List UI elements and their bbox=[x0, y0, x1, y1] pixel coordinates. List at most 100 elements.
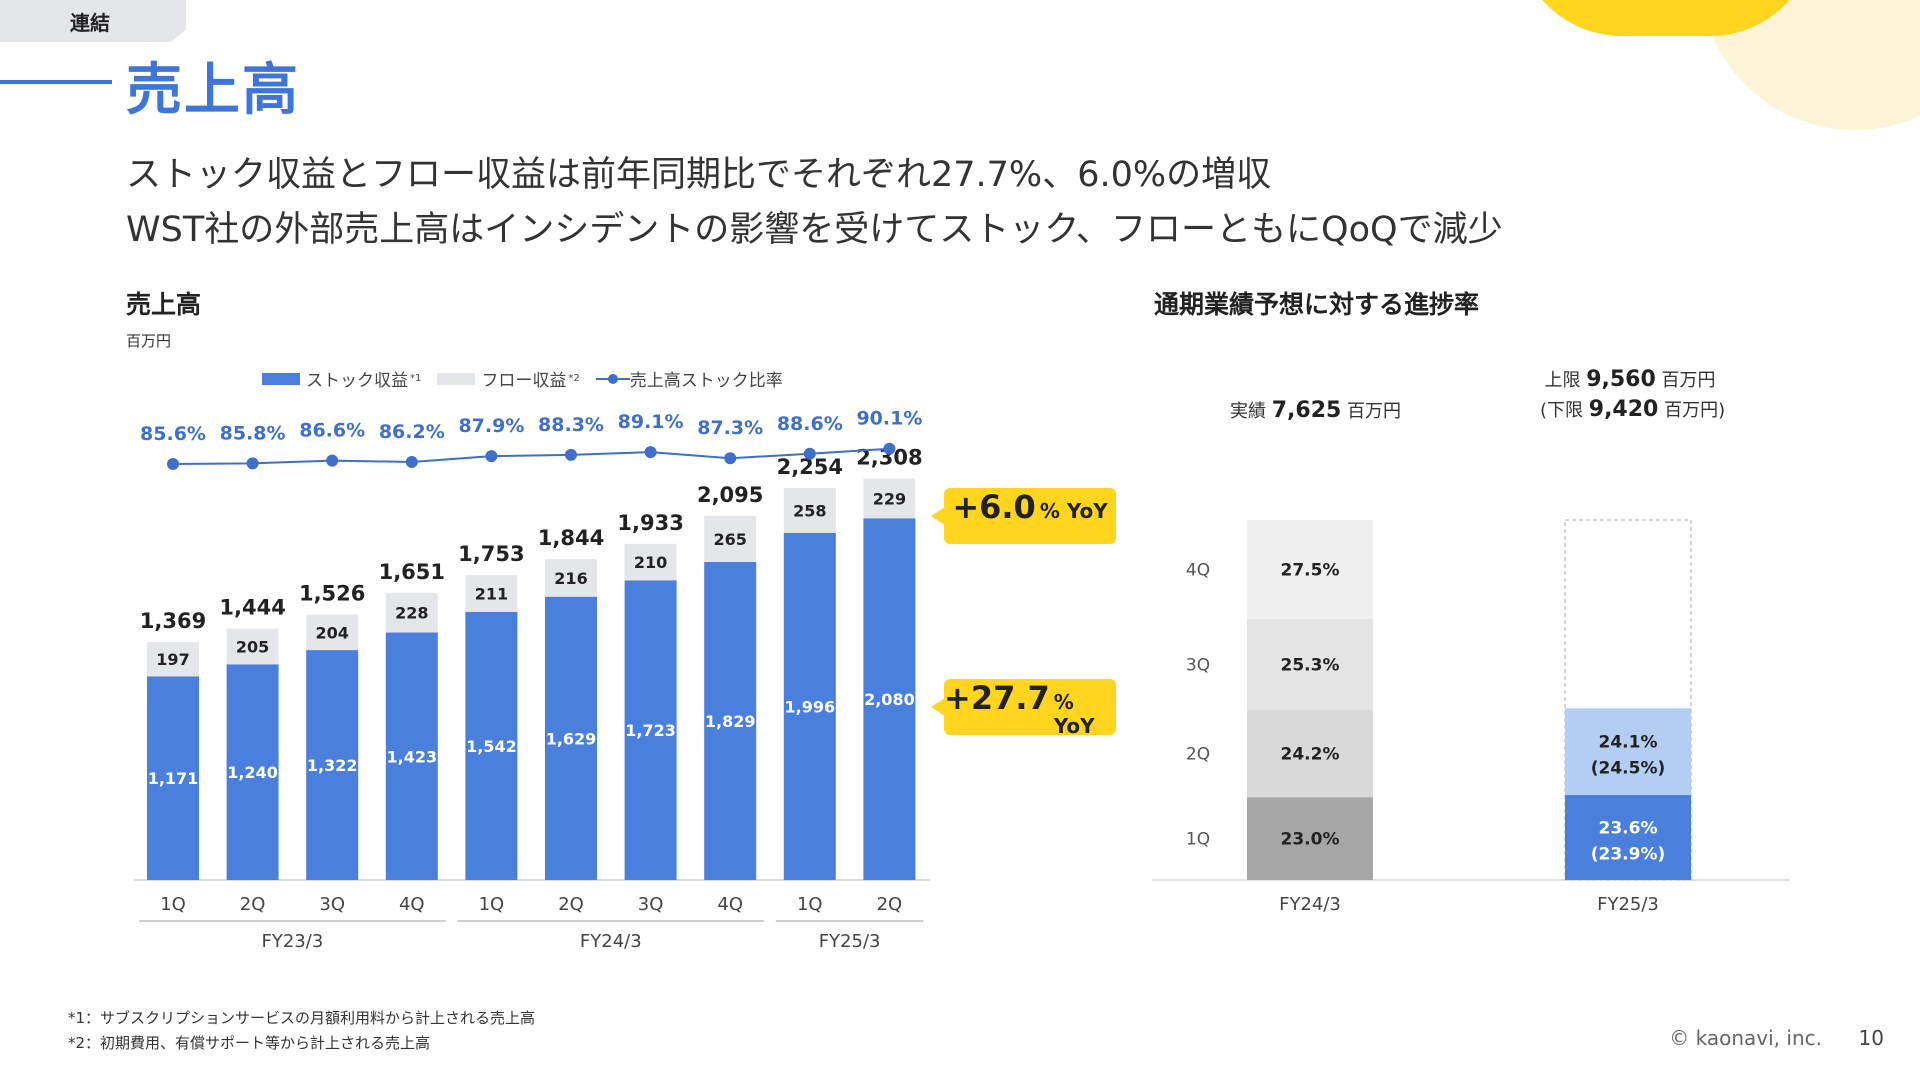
fy24-progress-segment bbox=[1247, 797, 1373, 880]
quarter-row-label: 1Q bbox=[1186, 830, 1210, 850]
flow-value-label: 258 bbox=[793, 501, 826, 520]
stock-value-label: 1,723 bbox=[625, 721, 676, 740]
fy24-segment-label: 24.2% bbox=[1281, 745, 1340, 765]
fy25-lower-label: (下限 9,420 百万円) bbox=[1540, 396, 1725, 422]
quarter-row-label: 4Q bbox=[1186, 561, 1210, 581]
fy25-upper-label: 上限 9,560 百万円 bbox=[1540, 366, 1720, 392]
flow-bar bbox=[545, 559, 597, 597]
stock-value-label: 1,240 bbox=[227, 763, 278, 782]
flow-bar bbox=[306, 614, 359, 651]
stock-ratio-point bbox=[167, 458, 179, 470]
stock-value-label: 1,996 bbox=[784, 697, 835, 716]
legend-stock-swatch bbox=[262, 372, 300, 385]
quarter-tick-label: 4Q bbox=[399, 894, 425, 915]
quarter-tick-label: 4Q bbox=[717, 894, 743, 915]
fy25-lower-value: 9,420 bbox=[1588, 397, 1659, 422]
stock-bar bbox=[545, 596, 597, 880]
quarter-tick-label: 2Q bbox=[558, 894, 584, 915]
footnote-1: *1：サブスクリプションサービスの月額利用料から計上される売上高 bbox=[68, 1009, 536, 1027]
fy24-segment-label: 27.5% bbox=[1281, 561, 1340, 581]
flow-bar bbox=[863, 478, 916, 519]
footnote-2: *2：初期費用、有償サポート等から計上される売上高 bbox=[68, 1034, 431, 1052]
quarter-tick-label: 1Q bbox=[160, 894, 186, 915]
consolidated-tag: 連結 bbox=[0, 0, 186, 42]
fy25-category-label: FY25/3 bbox=[1597, 894, 1659, 915]
stock-bar bbox=[147, 676, 199, 880]
fy25-segment-label: 23.6% bbox=[1599, 819, 1658, 839]
fy24-progress-segment bbox=[1247, 619, 1373, 711]
copyright: © kaonavi, inc. bbox=[1669, 1026, 1822, 1050]
legend-flow-swatch bbox=[437, 372, 476, 385]
flow-value-label: 216 bbox=[554, 569, 587, 588]
stock-value-label: 1,629 bbox=[546, 729, 597, 748]
stock-ratio-label: 87.9% bbox=[458, 415, 524, 437]
total-value-label: 1,444 bbox=[219, 596, 285, 620]
stock-ratio-point bbox=[724, 452, 737, 465]
flow-value-label: 229 bbox=[873, 489, 906, 508]
flow-bar bbox=[385, 592, 438, 633]
stock-value-label: 1,423 bbox=[386, 747, 437, 766]
flow-yoy-callout: +6.0 % YoY bbox=[931, 488, 1116, 544]
fy25-segment-label: 24.1% bbox=[1599, 733, 1658, 753]
legend-ratio-label: 売上高ストック比率 bbox=[629, 371, 783, 391]
stock-ratio-label: 86.2% bbox=[379, 421, 445, 443]
legend-flow: フロー収益 *2 bbox=[437, 366, 580, 391]
stock-bar bbox=[306, 650, 359, 880]
flow-bar bbox=[783, 488, 836, 533]
flow-value-label: 205 bbox=[236, 638, 269, 657]
flow-value-label: 210 bbox=[634, 553, 667, 572]
flow-bar bbox=[147, 642, 199, 677]
total-value-label: 1,844 bbox=[538, 526, 604, 550]
quarter-tick-label: 1Q bbox=[797, 894, 823, 915]
stock-value-label: 2,080 bbox=[864, 690, 915, 709]
stock-bar bbox=[863, 518, 916, 880]
legend-stock-label: ストック収益 bbox=[306, 371, 408, 391]
page-number: 10 bbox=[1858, 1026, 1884, 1050]
total-value-label: 1,933 bbox=[617, 511, 683, 535]
fy24-category-label: FY24/3 bbox=[1279, 894, 1341, 915]
stock-ratio-point bbox=[565, 448, 577, 461]
fy25-lower-unit: 百万円) bbox=[1664, 400, 1726, 421]
stock-value-label: 1,171 bbox=[148, 769, 199, 788]
fy25-segment-lower-label: (24.5%) bbox=[1591, 759, 1666, 779]
stock-value-label: 1,542 bbox=[466, 737, 517, 756]
fy24-actual-prefix: 実績 bbox=[1230, 401, 1266, 422]
stock-ratio-point bbox=[803, 447, 816, 460]
stock-bar bbox=[465, 611, 518, 880]
stock-bar bbox=[783, 532, 836, 880]
headline-2: WST社の外部売上高はインシデントの影響を受けてストック、フローともにQoQで減… bbox=[126, 210, 1503, 250]
legend-flow-label: フロー収益 bbox=[481, 371, 567, 391]
flow-bar bbox=[226, 628, 279, 665]
stock-ratio-point bbox=[246, 457, 259, 470]
legend-flow-note: *2 bbox=[568, 373, 580, 384]
stock-bar bbox=[385, 632, 438, 880]
fy25-progress-segment bbox=[1565, 795, 1691, 880]
stock-ratio-point bbox=[883, 442, 896, 455]
total-value-label: 1,369 bbox=[140, 609, 206, 633]
stock-ratio-label: 85.6% bbox=[140, 423, 206, 445]
flow-value-label: 197 bbox=[156, 650, 189, 669]
progress-chart: 23.0% 1Q 24.2% 2Q 25.3% 3Q 27.5% 4Q 23.6% (23.9%)… bbox=[1152, 519, 1790, 915]
fiscal-year-label: FY23/3 bbox=[262, 931, 324, 952]
revenue-chart-title: 売上高 bbox=[126, 290, 202, 319]
fy24-actual-label: 実績 7,625 百万円 bbox=[1230, 397, 1401, 423]
stock-yoy-suffix: % YoY bbox=[1053, 690, 1095, 738]
headline-1: ストック収益とフロー収益は前年同期比でそれぞれ27.7%、6.0%の増収 bbox=[126, 155, 1272, 195]
stock-bar bbox=[624, 580, 677, 880]
page-title: 売上高 bbox=[126, 58, 300, 123]
revenue-unit: 百万円 bbox=[126, 332, 172, 350]
total-value-label: 1,753 bbox=[458, 542, 524, 566]
flow-yoy-suffix: % YoY bbox=[1039, 499, 1108, 523]
fy24-actual-value: 7,625 bbox=[1271, 398, 1342, 423]
flow-bar bbox=[704, 515, 757, 562]
stock-ratio-label: 90.1% bbox=[856, 408, 922, 430]
flow-bar bbox=[624, 543, 677, 581]
title-accent-line bbox=[0, 80, 112, 84]
fy25-upper-unit: 百万円 bbox=[1661, 370, 1716, 391]
flow-value-label: 211 bbox=[475, 584, 508, 603]
legend-stock-note: *1 bbox=[410, 373, 422, 384]
quarter-tick-label: 3Q bbox=[638, 894, 664, 915]
fy24-segment-label: 23.0% bbox=[1281, 830, 1340, 850]
quarter-row-label: 3Q bbox=[1186, 656, 1210, 676]
quarter-tick-label: 2Q bbox=[240, 894, 266, 915]
